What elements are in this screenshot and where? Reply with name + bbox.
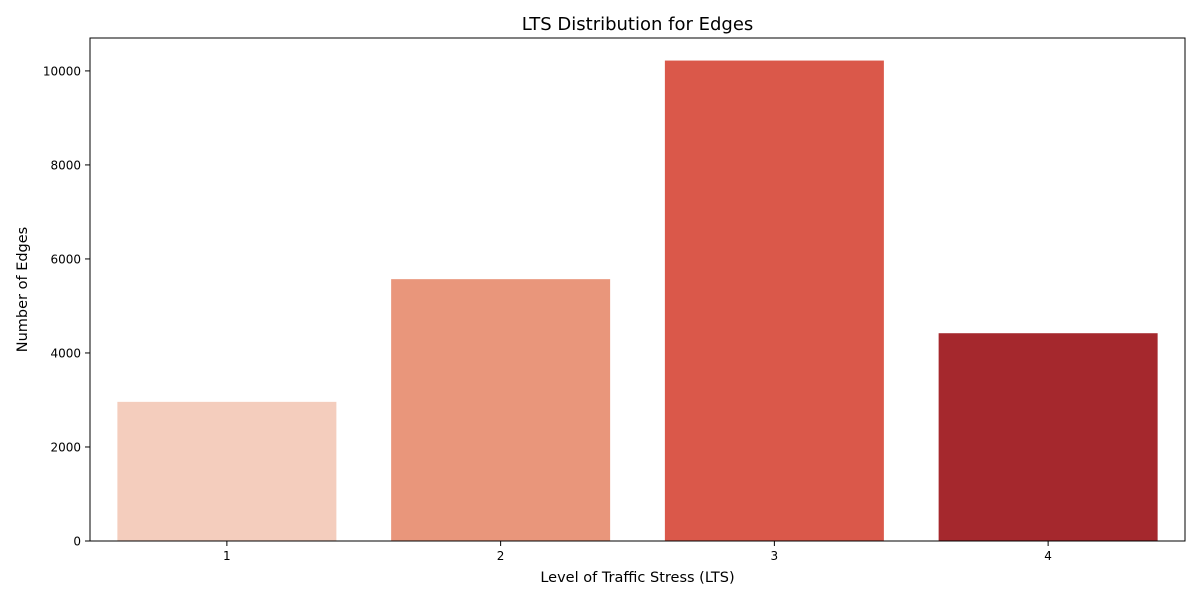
y-axis-label: Number of Edges	[15, 227, 31, 353]
y-tick-label: 2000	[50, 440, 81, 454]
y-tick-label: 8000	[50, 158, 81, 172]
y-tick-label: 0	[73, 535, 81, 549]
ticks-layer: 1 2 3 4 0 2000 4000 6000 8000 10000	[43, 64, 1052, 563]
x-tick-label: 4	[1044, 549, 1052, 563]
bar-lts-4	[938, 333, 1158, 541]
bar-lts-3	[664, 60, 884, 542]
y-tick-label: 4000	[50, 346, 81, 360]
bar-lts-1	[117, 401, 337, 541]
x-tick-label: 2	[497, 549, 505, 563]
y-tick-label: 6000	[50, 252, 81, 266]
y-tick-label: 10000	[43, 64, 81, 78]
x-tick-label: 1	[223, 549, 231, 563]
x-axis-label: Level of Traffic Stress (LTS)	[540, 570, 734, 586]
bar-lts-2	[391, 279, 611, 541]
chart-title: LTS Distribution for Edges	[522, 14, 754, 35]
bars-layer	[117, 60, 1158, 542]
plot-frame	[89, 37, 1186, 542]
x-tick-label: 3	[771, 549, 779, 563]
